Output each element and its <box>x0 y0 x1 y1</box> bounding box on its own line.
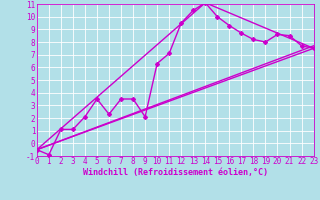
X-axis label: Windchill (Refroidissement éolien,°C): Windchill (Refroidissement éolien,°C) <box>83 168 268 177</box>
